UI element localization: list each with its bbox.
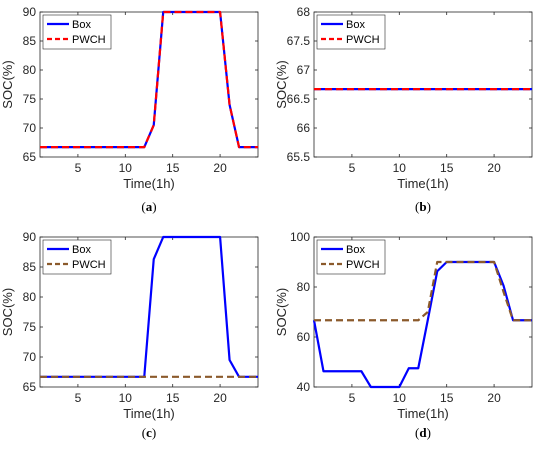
- y-tick-label: 65: [23, 380, 37, 394]
- y-tick-label: 75: [23, 320, 37, 334]
- y-tick-label: 70: [23, 350, 37, 364]
- panel-label: (d): [415, 425, 431, 440]
- y-tick-label: 80: [297, 280, 311, 294]
- x-tick-label: 5: [75, 391, 82, 405]
- y-tick-label: 60: [297, 330, 311, 344]
- legend-label-pwch: PWCH: [72, 259, 106, 271]
- x-axis-title: Time(1h): [123, 406, 175, 421]
- panel-label: (a): [141, 199, 156, 214]
- legend-label-pwch: PWCH: [346, 34, 380, 46]
- y-tick-label: 90: [23, 230, 37, 244]
- y-tick-label: 90: [23, 5, 37, 19]
- series-line-pwch: [40, 10, 258, 149]
- x-tick-label: 10: [393, 391, 407, 405]
- x-tick-label: 20: [213, 161, 227, 175]
- y-axis-title: SOC(%): [0, 288, 15, 336]
- y-axis-title: SOC(%): [274, 60, 289, 108]
- y-tick-label: 65: [23, 150, 37, 164]
- y-tick-label: 66.5: [287, 92, 311, 106]
- x-tick-label: 20: [487, 391, 501, 405]
- x-tick-label: 20: [487, 161, 501, 175]
- y-axis-title: SOC(%): [274, 288, 289, 336]
- y-tick-label: 85: [23, 34, 37, 48]
- legend: Box PWCH: [316, 14, 386, 50]
- legend-box: [316, 239, 386, 275]
- legend-label-box: Box: [72, 244, 91, 256]
- panel-b: 5 10 15 20 65.5 66 66.5 67 67.5 68 Box PWCH Time(1h)…: [274, 5, 533, 214]
- x-tick-label: 15: [440, 161, 454, 175]
- y-axis-title: SOC(%): [0, 60, 15, 108]
- legend: Box PWCH: [42, 239, 112, 275]
- legend-label-pwch: PWCH: [72, 34, 106, 46]
- x-tick-label: 10: [393, 161, 407, 175]
- panel-label: (b): [415, 199, 431, 214]
- series-line-pwch: [314, 260, 532, 322]
- legend-label-box: Box: [346, 244, 365, 256]
- y-tick-label: 68: [297, 5, 311, 19]
- x-tick-label: 10: [119, 161, 133, 175]
- legend: Box PWCH: [316, 239, 386, 275]
- panel-a: 5 10 15 20 65 70 75 80 85 90 Box PWCH Time(1h) SOC(%)…: [0, 5, 259, 214]
- x-tick-label: 5: [349, 161, 356, 175]
- x-tick-label: 20: [213, 391, 227, 405]
- x-tick-label: 5: [349, 391, 356, 405]
- panel-label: (c): [142, 425, 156, 440]
- legend-label-pwch: PWCH: [346, 259, 380, 271]
- x-tick-label: 10: [119, 391, 133, 405]
- y-tick-label: 80: [23, 63, 37, 77]
- x-axis-title: Time(1h): [123, 176, 175, 191]
- legend-box: [42, 239, 112, 275]
- panel-c: 5 10 15 20 65 70 75 80 85 90 Box PWCH Time(1h) SOC(%)…: [0, 230, 259, 440]
- x-tick-label: 15: [166, 391, 180, 405]
- y-tick-label: 65.5: [287, 150, 311, 164]
- legend-box: [42, 14, 112, 50]
- y-tick-label: 70: [23, 121, 37, 135]
- y-tick-label: 100: [290, 230, 310, 244]
- y-tick-label: 85: [23, 260, 37, 274]
- legend-label-box: Box: [72, 19, 91, 31]
- series-line-box: [312, 260, 532, 389]
- y-tick-label: 66: [297, 121, 311, 135]
- panel-d: 5 10 15 20 40 60 80 100 Box PWCH Time(1h) SOC(%) (d): [274, 230, 533, 440]
- x-axis-title: Time(1h): [397, 406, 449, 421]
- x-tick-label: 15: [166, 161, 180, 175]
- y-tick-label: 67.5: [287, 34, 311, 48]
- legend-label-box: Box: [346, 19, 365, 31]
- y-tick-label: 40: [297, 380, 311, 394]
- legend: Box PWCH: [42, 14, 112, 50]
- legend-box: [316, 14, 386, 50]
- x-tick-label: 15: [440, 391, 454, 405]
- y-tick-label: 75: [23, 92, 37, 106]
- x-tick-label: 5: [75, 161, 82, 175]
- y-tick-label: 80: [23, 290, 37, 304]
- x-axis-title: Time(1h): [397, 176, 449, 191]
- y-tick-label: 67: [297, 63, 311, 77]
